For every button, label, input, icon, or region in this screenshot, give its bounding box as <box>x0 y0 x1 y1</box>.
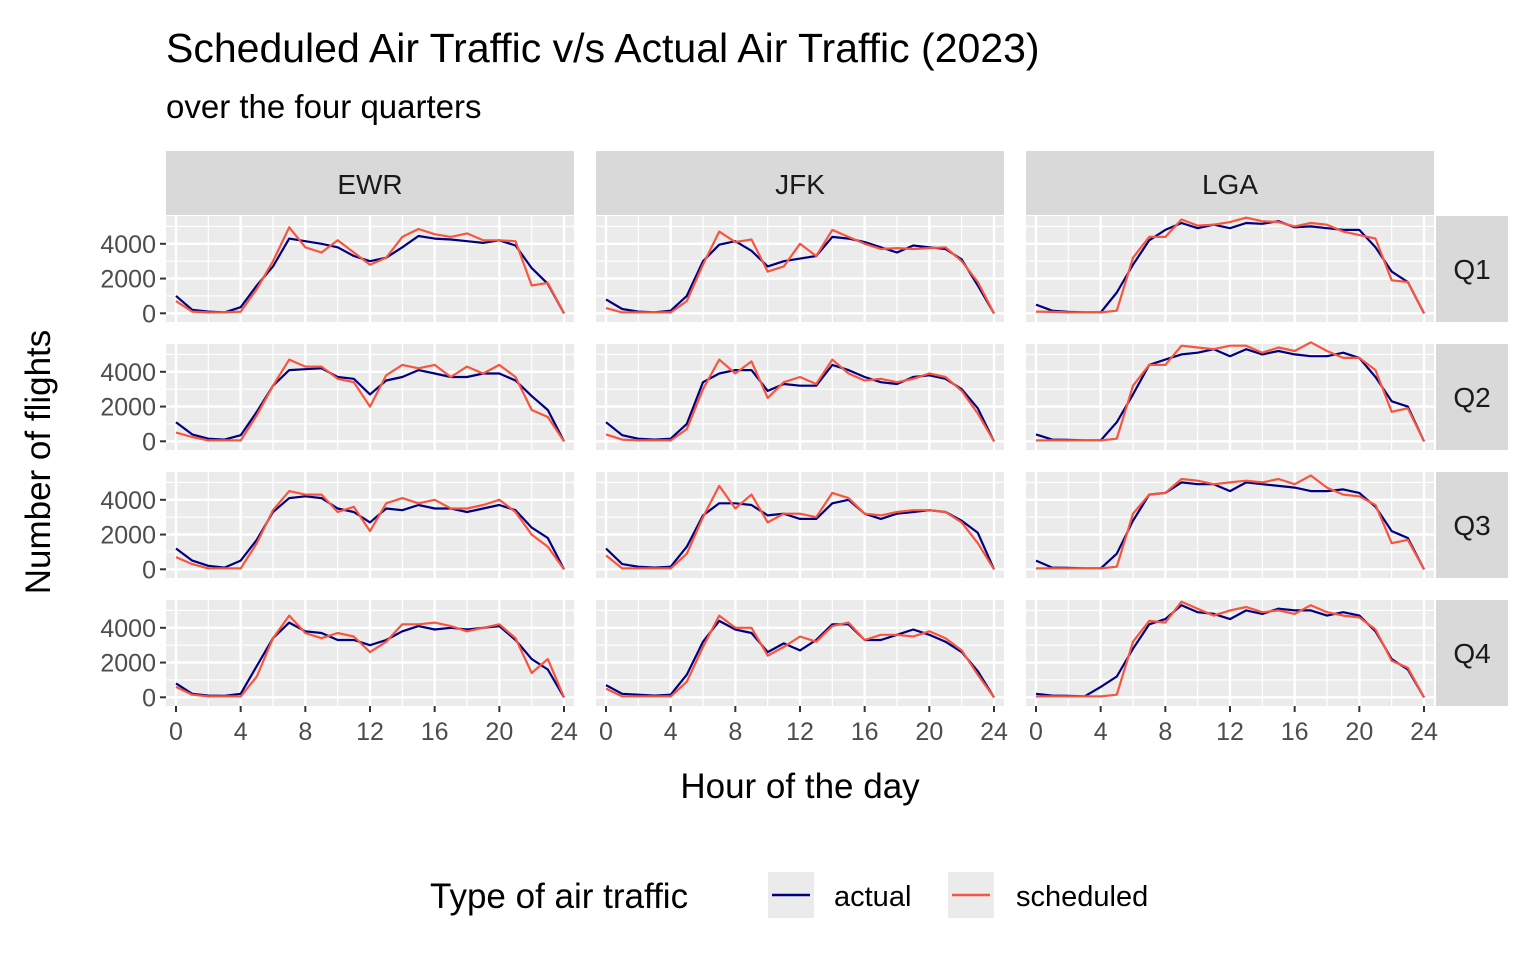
y-tick-label: 2000 <box>100 650 156 678</box>
x-tick-label: 16 <box>1281 718 1309 746</box>
chart-subtitle: over the four quarters <box>166 88 482 125</box>
series-line-scheduled-ewr-q4 <box>175 614 566 698</box>
facet-strip-q3 <box>1436 472 1508 578</box>
facet-label-jfk: JFK <box>775 169 825 200</box>
series-line-actual-lga-q4 <box>1035 604 1425 698</box>
facet-strip-q4 <box>1436 600 1508 706</box>
x-tick-label: 20 <box>1345 718 1373 746</box>
y-tick-label: 4000 <box>100 359 156 387</box>
x-tick-label: 24 <box>550 718 578 746</box>
x-tick-label: 12 <box>356 718 384 746</box>
y-tick-label: 2000 <box>100 266 156 294</box>
y-tick-label: 0 <box>142 556 156 584</box>
facet-panels: EWR JFK LGAQ1Q2Q3Q402000400002000400002000… <box>100 151 1508 746</box>
x-tick-label: 4 <box>664 718 678 746</box>
y-tick-label: 2000 <box>100 394 156 422</box>
y-tick-label: 4000 <box>100 231 156 259</box>
series-line-scheduled-lga-q2 <box>1036 341 1425 442</box>
x-tick-label: 8 <box>1158 718 1172 746</box>
x-tick-label: 8 <box>298 718 312 746</box>
series-line-scheduled-lga-q1 <box>1035 216 1425 314</box>
series-line-scheduled-jfk-q4 <box>605 614 995 698</box>
x-tick-label: 20 <box>485 718 513 746</box>
y-tick-label: 0 <box>142 300 156 328</box>
facet-label-lga: LGA <box>1202 169 1258 200</box>
x-tick-label: 4 <box>1094 718 1108 746</box>
x-tick-label: 8 <box>728 718 742 746</box>
x-tick-label: 12 <box>786 718 814 746</box>
y-tick-label: 0 <box>142 428 156 456</box>
y-tick-label: 4000 <box>100 615 156 643</box>
series-line-scheduled-ewr-q3 <box>175 490 565 570</box>
x-tick-label: 24 <box>1410 718 1438 746</box>
series-line-actual-ewr-q3 <box>175 495 565 570</box>
y-tick-label: 0 <box>142 684 156 712</box>
legend-title: Type of air traffic <box>430 877 688 916</box>
x-axis-title: Hour of the day <box>680 767 920 806</box>
facet-label-q1: Q1 <box>1453 254 1490 285</box>
chart-title: Scheduled Air Traffic v/s Actual Air Tra… <box>166 25 1040 71</box>
series-line-scheduled-jfk-q1 <box>605 228 995 314</box>
x-tick-label: 16 <box>421 718 449 746</box>
legend-label-actual: actual <box>834 881 911 913</box>
y-tick-label: 2000 <box>100 522 156 550</box>
series-line-actual-ewr-q2 <box>175 367 565 442</box>
series-line-actual-jfk-q4 <box>605 619 995 698</box>
x-tick-label: 0 <box>169 718 183 746</box>
legend: Type of air traffic actual scheduled <box>430 872 1148 918</box>
facet-label-q3: Q3 <box>1453 510 1490 541</box>
x-tick-label: 20 <box>915 718 943 746</box>
series-line-scheduled-ewr-q2 <box>175 358 565 442</box>
series-line-scheduled-jfk-q3 <box>605 484 995 570</box>
facet-strip-ewr <box>166 151 574 215</box>
series-line-scheduled-ewr-q1 <box>175 226 565 314</box>
x-tick-label: 4 <box>234 718 248 746</box>
series-line-scheduled-jfk-q2 <box>605 358 995 442</box>
x-tick-label: 16 <box>851 718 879 746</box>
facet-label-ewr: EWR <box>337 169 402 200</box>
legend-label-scheduled: scheduled <box>1016 881 1148 913</box>
facet-strip-lga <box>1026 151 1434 215</box>
series-line-actual-jfk-q2 <box>605 363 995 442</box>
facet-strip-q1 <box>1436 216 1508 322</box>
x-tick-label: 24 <box>980 718 1008 746</box>
facet-label-q2: Q2 <box>1453 382 1490 413</box>
series-line-actual-ewr-q4 <box>175 621 565 698</box>
x-tick-label: 12 <box>1216 718 1244 746</box>
facet-strip-q2 <box>1436 344 1508 450</box>
x-tick-label: 0 <box>1029 718 1043 746</box>
y-tick-label: 4000 <box>100 487 156 515</box>
facet-label-q4: Q4 <box>1453 638 1490 669</box>
x-tick-label: 0 <box>599 718 613 746</box>
facet-strip-jfk <box>596 151 1004 215</box>
series-line-scheduled-lga-q3 <box>1036 474 1425 570</box>
y-axis-title: Number of flights <box>19 330 58 595</box>
series-line-scheduled-lga-q4 <box>1036 600 1425 698</box>
